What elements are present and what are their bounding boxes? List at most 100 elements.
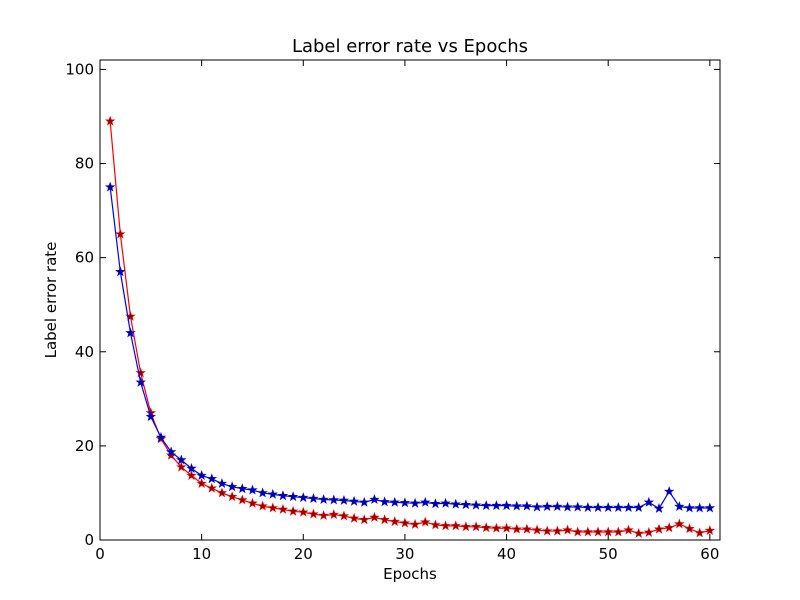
series-2-point: [338, 494, 350, 505]
series-2-point: [460, 499, 472, 510]
series-1-point: [470, 521, 482, 532]
series-2-point: [379, 496, 390, 507]
series-1-point: [511, 523, 522, 534]
series-2-point: [623, 502, 634, 512]
series-2-point: [318, 494, 329, 504]
series-1-point: [216, 487, 228, 498]
axes-frame: [99, 59, 721, 541]
series-1-point: [460, 521, 472, 532]
series-1-point: [521, 523, 533, 534]
series-2-point: [440, 497, 451, 508]
series-2-point: [613, 502, 624, 512]
series-1-point: [287, 505, 299, 516]
series-1-point: [450, 520, 461, 531]
series-1-line: [109, 121, 710, 535]
series-2-point: [298, 492, 309, 503]
series-1-point: [237, 494, 248, 505]
series-2-point: [287, 491, 299, 502]
series-2-point: [552, 501, 563, 512]
y-axis-label: Label error rate: [42, 242, 60, 359]
series-2-point: [277, 490, 289, 501]
series-2-point: [196, 470, 207, 480]
series-1-point: [582, 526, 594, 537]
series-1-point: [176, 461, 187, 472]
y-tick-label: 80: [75, 155, 94, 173]
series-1-point: [298, 506, 309, 517]
series-2-point: [247, 484, 258, 495]
series-2-point: [643, 496, 655, 507]
series-1-point: [633, 527, 644, 538]
series-1-point: [399, 517, 411, 528]
series-1-point: [206, 482, 218, 493]
series-2-point: [430, 498, 441, 509]
series-2-point: [694, 502, 705, 513]
plot-area: 0 10 20 30 40 50 60 0 20 40 60 80 100: [65, 59, 721, 563]
y-tick-label: 20: [75, 437, 94, 455]
series-2-point: [420, 496, 431, 507]
series-1-point: [328, 509, 339, 520]
series-2-point: [481, 500, 492, 511]
series-1-point: [491, 522, 502, 533]
series-2-point: [582, 502, 594, 512]
series-2-point: [562, 501, 573, 512]
series-2-point: [572, 501, 583, 512]
y-tick-label: 40: [75, 343, 94, 361]
series-2-point: [186, 462, 197, 473]
x-tick-label: 20: [294, 545, 313, 563]
series-1-point: [704, 525, 716, 536]
series-1-point: [602, 526, 614, 537]
series-1-point: [115, 228, 126, 239]
series-1-point: [277, 503, 289, 514]
series-1-point: [409, 518, 421, 529]
series-2-point: [145, 411, 157, 422]
series-2-point: [359, 496, 370, 507]
series-1-point: [104, 115, 116, 126]
chart-title: Label error rate vs Epochs: [292, 36, 528, 57]
series-1-point: [572, 526, 583, 537]
series-2-point: [155, 431, 167, 442]
series-2-point: [125, 327, 136, 338]
series-1-point: [643, 526, 655, 537]
series-2-point: [491, 500, 502, 511]
series-2-point: [104, 181, 116, 192]
series-2-point: [399, 497, 411, 508]
series-2-point: [602, 502, 614, 512]
series-2-point: [542, 501, 553, 512]
x-axis-label: Epochs: [383, 565, 437, 583]
series-2-point: [176, 454, 187, 465]
series-1-point: [359, 514, 370, 525]
series-2-point: [389, 496, 400, 507]
series-1-point: [481, 522, 492, 533]
series-1-point: [531, 524, 543, 535]
series-1-point: [694, 527, 705, 538]
series-1-point: [389, 516, 400, 527]
series-2-point: [115, 266, 126, 277]
series-1-point: [430, 519, 441, 530]
series-2-point: [348, 495, 360, 506]
series-1-point: [663, 522, 675, 533]
series-2-point: [237, 483, 248, 494]
series-2-point: [409, 497, 421, 508]
series-2-point: [308, 493, 319, 504]
series-1-point: [684, 523, 695, 534]
series-2-point: [135, 376, 146, 387]
series-2-point: [592, 502, 604, 512]
series-2-point: [521, 500, 533, 511]
y-tick-label: 0: [84, 531, 94, 549]
series-1-point: [440, 520, 451, 531]
x-tick-label: 30: [395, 545, 414, 563]
series-1-point: [562, 524, 573, 535]
series-2-point: [684, 502, 695, 513]
y-tick-label: 100: [65, 60, 94, 78]
series-1-point: [196, 478, 207, 488]
x-tick-label: 10: [192, 545, 211, 563]
series-2-point: [511, 500, 522, 511]
x-tick-label: 60: [700, 545, 719, 563]
series-2-point: [216, 478, 228, 488]
series-1-point: [135, 367, 146, 378]
y-tick-label: 60: [75, 249, 94, 267]
series-2-point: [450, 498, 461, 509]
x-tick-label: 40: [497, 545, 516, 563]
series-2-point: [663, 486, 675, 496]
